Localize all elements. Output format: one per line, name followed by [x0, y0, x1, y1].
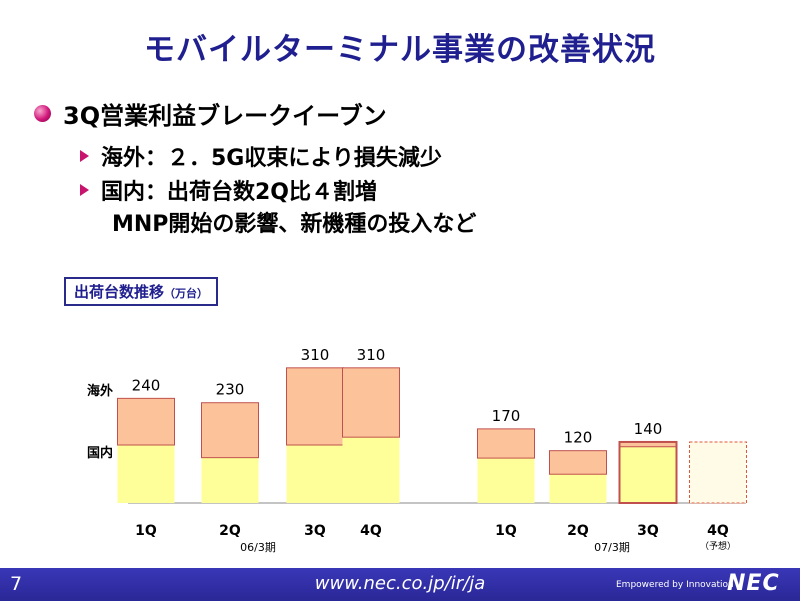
bar-value-label: 230	[216, 381, 245, 399]
x-tick-label: 4Q	[360, 523, 382, 539]
x-tick-label: 4Q	[707, 523, 729, 539]
bullet-circle-icon	[34, 105, 51, 122]
page-number: 7	[10, 573, 23, 595]
bar-value-label: 310	[301, 346, 330, 364]
forecast-label: （予想）	[700, 540, 736, 552]
bar-domestic	[477, 458, 535, 503]
x-tick-label: 1Q	[135, 523, 157, 539]
triangle-bullet-icon	[80, 184, 89, 196]
forecast-bar	[689, 441, 747, 504]
bar-domestic	[619, 446, 677, 503]
nec-logo: NEC	[727, 571, 780, 596]
bar-domestic	[201, 457, 259, 503]
bar-value-label: 140	[634, 420, 663, 438]
footer-bar: 7 www.nec.co.jp/ir/ja Empowered by Innov…	[0, 568, 800, 601]
bar-value-label: 310	[357, 346, 386, 364]
footer-tagline: Empowered by Innovation	[616, 580, 734, 590]
bar-domestic	[549, 474, 607, 503]
x-tick-label: 3Q	[304, 523, 326, 539]
sub-item-overseas-text: 海外：２．5G収束により損失減少	[101, 146, 442, 171]
chart-title-box: 出荷台数推移（万台）	[64, 277, 219, 306]
row-label-overseas: 海外	[87, 383, 113, 399]
bar-overseas	[342, 367, 400, 438]
row-label-domestic: 国内	[87, 445, 113, 461]
bar-overseas	[201, 402, 259, 459]
triangle-bullet-icon	[80, 150, 89, 162]
bar-overseas	[117, 397, 175, 446]
bar-domestic	[286, 445, 344, 503]
bar-value-label: 240	[132, 376, 161, 394]
main-bullet: 3Q営業利益ブレークイーブン	[34, 96, 387, 131]
sub-item-domestic: 国内：出荷台数2Q比４割増	[80, 174, 377, 206]
sub-item-domestic-continuation: MNP開始の影響、新機種の投入など	[112, 212, 477, 237]
bar-overseas	[549, 450, 607, 475]
sub-item-overseas: 海外：２．5G収束により損失減少	[80, 140, 442, 172]
bar-value-label: 120	[564, 429, 593, 447]
group-label: 07/3期	[594, 541, 630, 554]
main-bullet-text: 3Q営業利益ブレークイーブン	[63, 102, 387, 130]
group-label: 06/3期	[240, 541, 276, 554]
footer-url[interactable]: www.nec.co.jp/ir/ja	[314, 573, 486, 594]
bar-outline	[618, 440, 678, 505]
bar-overseas	[477, 428, 535, 459]
chart-title: 出荷台数推移	[74, 283, 165, 301]
x-tick-label: 1Q	[495, 523, 517, 539]
slide-title: モバイルターミナル事業の改善状況	[144, 32, 656, 68]
sub-item-domestic-text: 国内：出荷台数2Q比４割増	[101, 180, 378, 205]
chart-unit: （万台）	[164, 287, 209, 300]
bar-domestic	[342, 437, 400, 503]
x-tick-label: 3Q	[637, 523, 659, 539]
bar-value-label: 170	[492, 407, 521, 425]
x-tick-label: 2Q	[567, 523, 589, 539]
bar-domestic	[117, 445, 175, 503]
bar-overseas	[286, 367, 344, 446]
x-tick-label: 2Q	[219, 523, 241, 539]
